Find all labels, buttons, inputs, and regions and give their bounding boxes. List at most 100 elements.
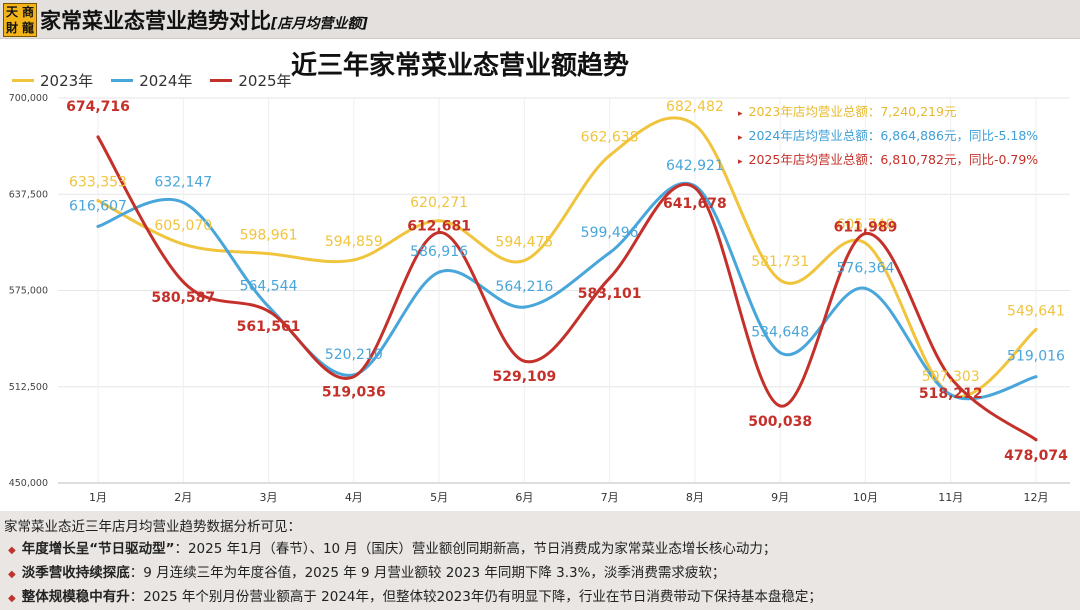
data-point bbox=[1034, 438, 1038, 442]
y-tick-label: 512,500 bbox=[9, 382, 48, 393]
note-heading: 整体规模稳中有升 bbox=[21, 589, 130, 605]
diamond-bullet-icon: ◆ bbox=[8, 593, 16, 604]
page-title-text: 家常菜业态营业趋势对比 bbox=[40, 9, 271, 33]
notes-intro: 家常菜业态近三年店月均营业趋势数据分析可见： bbox=[4, 519, 301, 535]
data-label: 605,070 bbox=[154, 218, 212, 234]
x-tick-label: 7月 bbox=[601, 491, 619, 504]
summary-row-2025: ▸ 2025年店均营业总额：6,810,782元，同比-0.79% bbox=[738, 149, 1038, 173]
data-label: 612,681 bbox=[407, 218, 471, 234]
chart-legend: 2023年 2024年 2025年 bbox=[12, 70, 292, 91]
annual-summary: ▸ 2023年店均营业总额：7,240,219元 ▸ 2024年店均营业总额：6,8… bbox=[738, 101, 1038, 173]
data-point bbox=[96, 199, 100, 203]
x-tick-label: 6月 bbox=[515, 491, 533, 504]
data-point bbox=[352, 258, 356, 262]
data-label: 682,482 bbox=[666, 99, 724, 115]
data-label: 561,561 bbox=[237, 319, 301, 335]
data-label: 611,989 bbox=[834, 220, 898, 236]
data-point bbox=[267, 252, 271, 256]
data-point bbox=[437, 270, 441, 274]
data-point bbox=[693, 186, 697, 190]
data-point bbox=[181, 200, 185, 204]
data-point bbox=[96, 135, 100, 139]
data-label: 633,353 bbox=[69, 175, 127, 191]
data-label: 549,641 bbox=[1007, 304, 1065, 320]
legend-swatch bbox=[12, 79, 34, 82]
data-point bbox=[693, 123, 697, 127]
data-point bbox=[181, 242, 185, 246]
data-point bbox=[1034, 375, 1038, 379]
note-body: ：2025 年1月（春节）、10 月（国庆）营业额创同期新高，节日消费成为家常菜… bbox=[174, 541, 777, 557]
data-label: 518,212 bbox=[919, 386, 983, 402]
summary-row-2024: ▸ 2024年店均营业总额：6,864,886元，同比-5.18% bbox=[738, 125, 1038, 149]
triangle-bullet-icon: ▸ bbox=[738, 109, 743, 119]
data-point bbox=[608, 276, 612, 280]
legend-item-2023: 2023年 bbox=[12, 70, 93, 91]
data-label: 594,859 bbox=[325, 234, 383, 250]
data-label: 599,496 bbox=[581, 225, 639, 241]
y-tick-label: 450,000 bbox=[9, 478, 48, 489]
data-point bbox=[437, 230, 441, 234]
data-point bbox=[352, 375, 356, 379]
data-label: 605,740 bbox=[837, 217, 895, 233]
line-chart: 450,000 512,500 575,000 637,500 700,000 1月 2月 3… bbox=[9, 93, 1070, 504]
y-tick-label: 575,000 bbox=[9, 286, 48, 297]
note-item: ◆ 淡季营收持续探底：9 月连续三年为年度谷值，2025 年 9 月营业额较 20… bbox=[4, 562, 1076, 586]
data-label: 534,648 bbox=[751, 325, 809, 341]
data-label: 620,271 bbox=[410, 195, 468, 211]
data-label: 632,147 bbox=[154, 174, 212, 190]
note-item: ◆ 年度增长呈“节日驱动型”：2025 年1月（春节）、10 月（国庆）营业额创同… bbox=[4, 538, 1076, 562]
data-point bbox=[863, 286, 867, 290]
data-point bbox=[522, 305, 526, 309]
diamond-bullet-icon: ◆ bbox=[8, 569, 16, 580]
header-bar: 天 商 財 龍 家常菜业态营业趋势对比[店月均营业额] bbox=[0, 0, 1080, 39]
data-point bbox=[949, 393, 953, 397]
legend-item-2025: 2025年 bbox=[210, 70, 292, 91]
data-label: 520,210 bbox=[325, 347, 383, 363]
legend-label: 2023年 bbox=[40, 72, 94, 90]
data-label: 583,101 bbox=[578, 286, 642, 302]
chart-card: 450,000 512,500 575,000 637,500 700,000 1月 2月 3… bbox=[0, 39, 1080, 511]
data-point bbox=[181, 280, 185, 284]
data-point bbox=[863, 241, 867, 245]
x-tick-label: 9月 bbox=[771, 491, 789, 504]
data-label: 576,364 bbox=[837, 260, 895, 276]
legend-label: 2024年 bbox=[139, 72, 193, 90]
data-point bbox=[522, 359, 526, 363]
x-tick-label: 4月 bbox=[345, 491, 363, 504]
brand-logo: 天 商 財 龍 bbox=[3, 3, 37, 37]
summary-text: 2023年店均营业总额：7,240,219元 bbox=[748, 104, 957, 119]
x-tick-label: 10月 bbox=[853, 491, 878, 504]
data-label: 564,216 bbox=[495, 279, 553, 295]
data-label: 641,678 bbox=[663, 196, 727, 212]
legend-label: 2025年 bbox=[238, 72, 292, 90]
x-tick-label: 5月 bbox=[430, 491, 448, 504]
data-point bbox=[267, 305, 271, 309]
x-tick-label: 8月 bbox=[686, 491, 704, 504]
data-point bbox=[608, 154, 612, 158]
logo-char: 龍 bbox=[21, 21, 34, 35]
data-label: 674,716 bbox=[66, 99, 130, 115]
note-body: ：2025 年个别月份营业额高于 2024年，但整体较2023年仍有明显下降，行… bbox=[129, 589, 822, 605]
data-point bbox=[96, 224, 100, 228]
triangle-bullet-icon: ▸ bbox=[738, 157, 743, 167]
logo-char: 財 bbox=[5, 21, 18, 35]
x-tick-label: 12月 bbox=[1024, 491, 1049, 504]
data-label: 580,587 bbox=[151, 290, 215, 306]
summary-row-2023: ▸ 2023年店均营业总额：7,240,219元 bbox=[738, 101, 1038, 125]
data-label: 616,607 bbox=[69, 198, 127, 214]
logo-char: 天 bbox=[5, 5, 18, 19]
data-point bbox=[608, 251, 612, 255]
chart-title: 近三年家常菜业态营业额趋势 bbox=[290, 51, 629, 81]
data-label: 519,016 bbox=[1007, 349, 1065, 365]
data-point bbox=[778, 351, 782, 355]
note-item: ◆ 整体规模稳中有升：2025 年个别月份营业额高于 2024年，但整体较2023… bbox=[4, 586, 1076, 610]
x-tick-label: 1月 bbox=[89, 491, 107, 504]
triangle-bullet-icon: ▸ bbox=[738, 133, 743, 143]
summary-text: 2024年店均营业总额：6,864,886元，同比-5.18% bbox=[748, 128, 1039, 143]
legend-swatch bbox=[111, 79, 134, 82]
data-label: 662,638 bbox=[581, 130, 639, 146]
x-tick-label: 3月 bbox=[260, 491, 278, 504]
data-point bbox=[437, 219, 441, 223]
legend-swatch bbox=[210, 79, 233, 82]
data-label: 478,074 bbox=[1004, 448, 1068, 464]
